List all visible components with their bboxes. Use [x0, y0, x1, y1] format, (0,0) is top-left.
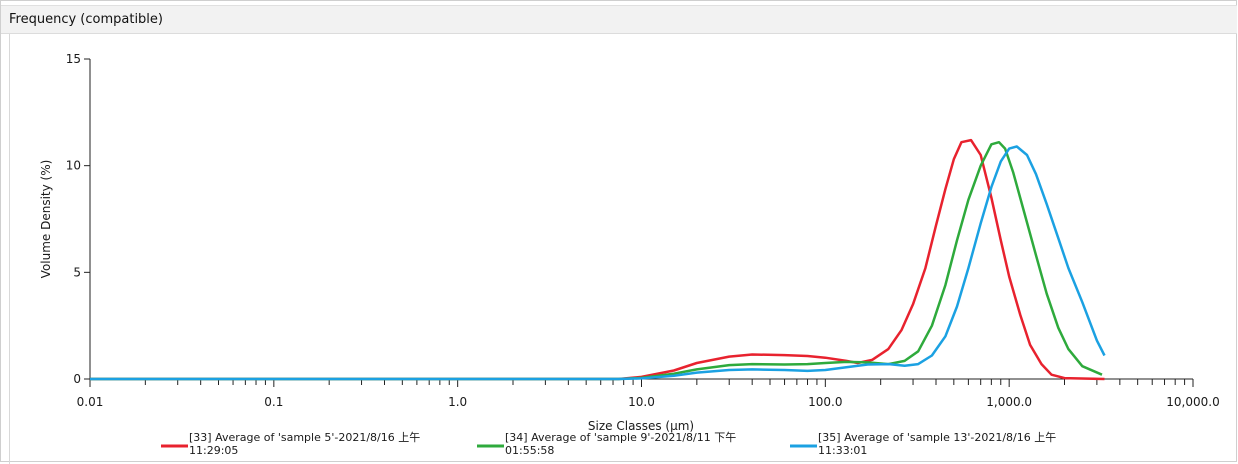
x-tick-label: 1.0	[448, 395, 467, 409]
legend-label: [33] Average of 'sample 5'-2021/8/16 上午	[189, 431, 420, 444]
x-tick-label: 1,000.0	[986, 395, 1032, 409]
y-tick-label: 10	[66, 159, 81, 173]
x-tick-label: 0.01	[77, 395, 104, 409]
panel-left-border	[9, 34, 10, 464]
x-tick-label: 10,000.0	[1166, 395, 1219, 409]
legend-item-2[interactable]: [34] Average of 'sample 9'-2021/8/11 下午0…	[477, 431, 736, 457]
legend-label: [34] Average of 'sample 9'-2021/8/11 下午	[505, 431, 736, 444]
panel-header: Frequency (compatible)	[1, 5, 1237, 34]
chart-legend[interactable]: [33] Average of 'sample 5'-2021/8/16 上午1…	[161, 431, 1056, 457]
x-tick-label: 100.0	[808, 395, 842, 409]
chart-axes: 0 5 10 15 0.01 0.1 1.0 10.0 100.0 1,000.0 10,000.0	[66, 52, 1220, 409]
y-axis-title: Volume Density (%)	[39, 160, 53, 279]
legend-label: 11:29:05	[189, 444, 238, 457]
legend-item-1[interactable]: [33] Average of 'sample 5'-2021/8/16 上午1…	[161, 431, 420, 457]
series-line-3	[90, 145, 1106, 381]
series-line-2	[90, 140, 1103, 381]
series-line-1	[90, 138, 1105, 381]
legend-item-3[interactable]: [35] Average of 'sample 13'-2021/8/16 上午…	[790, 431, 1056, 457]
x-tick-label: 0.1	[264, 395, 283, 409]
legend-label: 11:33:01	[818, 444, 867, 457]
legend-label: [35] Average of 'sample 13'-2021/8/16 上午	[818, 431, 1056, 444]
y-tick-label: 0	[73, 372, 81, 386]
y-tick-label: 5	[73, 265, 81, 279]
panel-title: Frequency (compatible)	[9, 12, 163, 27]
x-tick-label: 10.0	[628, 395, 655, 409]
chart-series	[90, 138, 1106, 381]
legend-label: 01:55:58	[505, 444, 554, 457]
x-axis-title: Size Classes (μm)	[588, 419, 694, 433]
y-tick-label: 15	[66, 52, 81, 66]
